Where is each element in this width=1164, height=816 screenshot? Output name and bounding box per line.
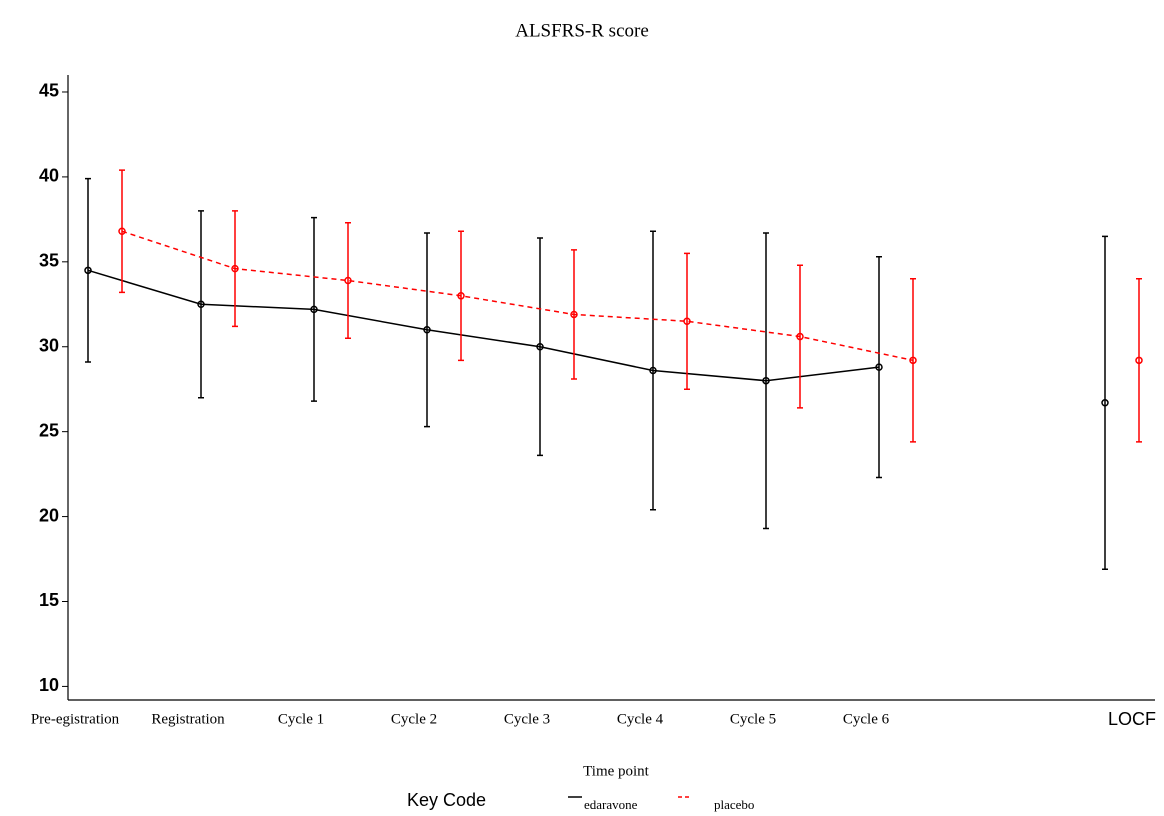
legend-label: placebo xyxy=(714,797,754,812)
data-point xyxy=(909,356,917,365)
error-bar xyxy=(876,255,882,479)
data-point xyxy=(310,305,318,314)
x-axis-label: Time point xyxy=(583,763,650,779)
legend-label: edaravone xyxy=(584,797,638,812)
x-tick-label: Cycle 5 xyxy=(730,711,776,727)
legend-title: Key Code xyxy=(407,790,486,810)
series-line xyxy=(87,269,880,382)
data-point xyxy=(649,366,657,375)
error-bar xyxy=(424,232,430,428)
error-bar xyxy=(85,177,91,363)
y-tick-label: 45 xyxy=(39,81,59,101)
series-line xyxy=(121,230,914,362)
error-bar xyxy=(119,169,125,294)
y-tick-label: 30 xyxy=(39,335,59,355)
x-tick-label: Cycle 4 xyxy=(617,711,664,727)
x-tick-label: Cycle 2 xyxy=(391,711,437,727)
x-tick-label: Pre-egistration xyxy=(31,711,120,727)
y-tick-label: 40 xyxy=(39,166,59,186)
data-point xyxy=(762,376,770,385)
y-tick-label: 35 xyxy=(39,251,59,271)
error-bar xyxy=(650,230,656,511)
data-point xyxy=(457,292,465,300)
error-bar xyxy=(910,278,916,443)
x-tick-label: Cycle 1 xyxy=(278,711,324,727)
data-point xyxy=(1135,356,1143,365)
error-bar xyxy=(1102,235,1108,570)
y-tick-label: 20 xyxy=(39,505,59,525)
data-point xyxy=(344,276,352,285)
data-point xyxy=(570,310,578,319)
data-point xyxy=(423,326,431,334)
data-point xyxy=(683,317,691,326)
data-point xyxy=(875,363,883,371)
error-bar xyxy=(571,249,577,380)
data-point xyxy=(84,266,92,275)
error-bar xyxy=(797,264,803,409)
data-point xyxy=(118,227,126,235)
x-tick-label: Cycle 3 xyxy=(504,711,550,727)
x-tick-label: LOCF xyxy=(1108,709,1156,729)
error-bar xyxy=(458,230,464,362)
error-bar xyxy=(1136,278,1142,443)
error-bar xyxy=(311,216,317,402)
data-point xyxy=(536,342,544,351)
chart-title: ALSFRS-R score xyxy=(515,20,649,41)
error-bar xyxy=(198,210,204,399)
data-point xyxy=(796,332,804,341)
error-bar xyxy=(763,232,769,530)
data-point xyxy=(231,264,239,273)
x-tick-label: Registration xyxy=(151,711,225,727)
data-point xyxy=(197,300,205,309)
error-bar xyxy=(232,210,238,328)
error-bar xyxy=(684,252,690,390)
y-tick-label: 15 xyxy=(39,590,59,610)
x-tick-label: Cycle 6 xyxy=(843,711,890,727)
error-bar xyxy=(537,237,543,457)
error-bar xyxy=(345,222,351,339)
y-tick-label: 10 xyxy=(39,675,59,695)
data-point xyxy=(1101,399,1109,407)
y-tick-label: 25 xyxy=(39,420,59,440)
